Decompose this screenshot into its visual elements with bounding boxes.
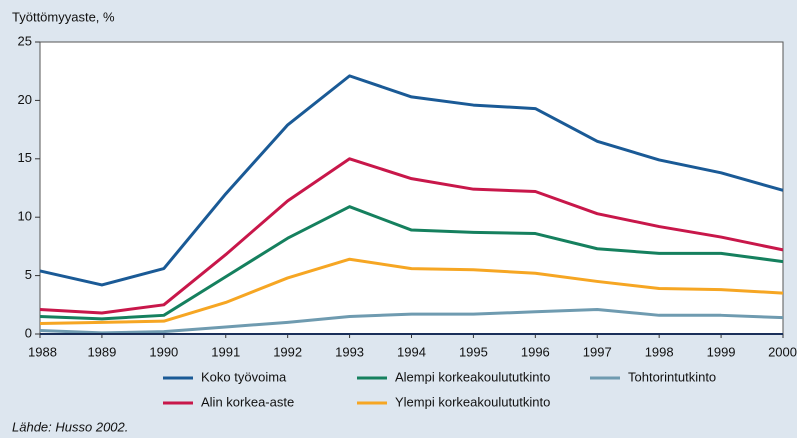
y-tick-label: 10 — [18, 209, 32, 224]
x-tick-label: 1989 — [87, 344, 116, 359]
series-line — [39, 157, 784, 315]
y-tick-label: 5 — [25, 267, 32, 282]
series-line — [39, 205, 784, 321]
x-tick-label: 1999 — [707, 344, 736, 359]
x-tick-label: 1997 — [583, 344, 612, 359]
legend-label: Alempi korkeakoulututkinto — [395, 369, 550, 384]
series-line — [39, 74, 784, 287]
x-tick-label: 1990 — [149, 344, 178, 359]
x-tick-label: 1991 — [211, 344, 240, 359]
x-tick-label: 1995 — [459, 344, 488, 359]
series-line — [39, 307, 784, 335]
x-tick-label: 1993 — [335, 344, 364, 359]
x-tick-label: 1992 — [273, 344, 302, 359]
y-tick-label: 20 — [18, 92, 32, 107]
source: Lähde: Husso 2002. — [12, 419, 128, 434]
legend-label: Alin korkea-aste — [201, 394, 294, 409]
legend-label: Ylempi korkeakoulututkinto — [395, 394, 550, 409]
x-tick-label: 1998 — [645, 344, 674, 359]
x-tick-label: 2000 — [768, 344, 797, 359]
x-tick-label: 1994 — [397, 344, 426, 359]
y-axis-label: Työttömyyaste, % — [12, 9, 115, 24]
y-tick-label: 15 — [18, 150, 32, 165]
legend-label: Koko työvoima — [201, 369, 287, 384]
legend-label: Tohtorintutkinto — [628, 369, 716, 384]
x-tick-label: 1988 — [28, 344, 57, 359]
x-tick-label: 1996 — [521, 344, 550, 359]
y-tick-label: 0 — [25, 325, 32, 340]
plot-area — [39, 41, 784, 335]
y-tick-label: 25 — [18, 33, 32, 48]
series-line — [39, 257, 784, 325]
